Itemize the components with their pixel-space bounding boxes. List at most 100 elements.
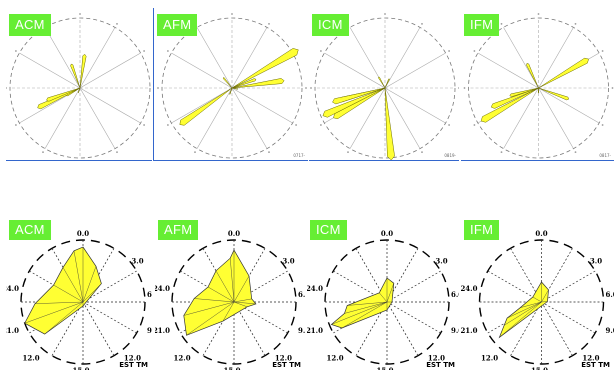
- rose-petal: [384, 78, 390, 89]
- rose-spoke: [231, 27, 268, 89]
- panel-label: IFM: [464, 14, 500, 36]
- hour-rose-ray: [222, 301, 235, 322]
- rose-spoke: [324, 52, 386, 89]
- hour-rose-ray: [194, 298, 235, 303]
- hour-rose-ray: [504, 301, 542, 326]
- hour-label: 12.0: [275, 353, 292, 362]
- panel-label: AFM: [158, 220, 199, 240]
- rose-petal: [229, 87, 233, 95]
- panel-label: ACM: [9, 220, 51, 240]
- rose-petal: [46, 87, 81, 102]
- rose-tick-mark: [574, 23, 577, 25]
- rose-spoke: [79, 87, 141, 124]
- rose-tick-mark: [537, 13, 540, 15]
- rose-plot: [6, 13, 151, 159]
- rose-petal: [378, 76, 386, 89]
- rose-tick-mark: [42, 151, 44, 154]
- rose-tick-mark: [601, 124, 604, 126]
- hour-rose-ray: [507, 301, 542, 319]
- rose-panel-icm-bottom: 0.0 3.0 6.0 9.0 12.0 15.0 12.0 21.0 24.0 EST TM I…: [307, 216, 459, 370]
- rose-petal: [179, 87, 233, 126]
- panel-label: ICM: [312, 14, 349, 36]
- rose-spoke: [79, 87, 116, 149]
- panel-label: ACM: [9, 14, 51, 36]
- panel-label: IFM: [464, 220, 500, 240]
- hour-label: 6.0: [451, 290, 459, 299]
- rose-spoke: [384, 27, 421, 89]
- rose-petal: [509, 87, 539, 97]
- hour-rose-ray: [344, 301, 388, 314]
- rose-petal: [222, 77, 233, 89]
- rose-panel-afm-top: 0717- AFM: [153, 8, 308, 161]
- hour-spoke: [541, 301, 573, 356]
- hour-rose-ray: [62, 267, 84, 303]
- rose-panel-acm-bottom: 0.0 3.0 6.0 9.0 12.0 15.0 12.0 21.0 24.0 EST TM A…: [6, 216, 152, 370]
- rose-spoke: [384, 87, 446, 124]
- rose-tick-mark: [116, 151, 118, 154]
- rose-plot: 0817-: [463, 13, 614, 159]
- hour-label: 0.0: [77, 229, 89, 238]
- rose-tick-mark: [268, 151, 270, 154]
- hour-rose-ray: [379, 292, 388, 303]
- hour-label: 3.0: [590, 257, 602, 266]
- hour-label: 15.0: [72, 366, 89, 370]
- rose-petal: [526, 62, 539, 89]
- hour-rose-area: [330, 277, 395, 329]
- hour-rose-ray: [233, 275, 250, 303]
- hour-label: 15.0: [223, 366, 240, 370]
- hour-label: 21.0: [155, 326, 170, 335]
- hour-label: 9.0: [451, 326, 459, 335]
- hour-rose-ray: [341, 301, 388, 329]
- hour-rose-ray: [541, 289, 549, 303]
- rose-tick-mark: [611, 87, 614, 89]
- rose-spoke: [231, 87, 293, 124]
- rose-petal: [231, 78, 285, 89]
- rose-spoke: [503, 27, 539, 89]
- hour-rose-ray: [44, 301, 84, 335]
- rose-petal: [490, 87, 539, 109]
- rose-spoke: [538, 87, 600, 124]
- rose-plot: 0.0 3.0 6.0 9.0 12.0 15.0 12.0 21.0 24.0 EST TM: [307, 229, 459, 370]
- rose-petal: [231, 48, 299, 89]
- rose-tick-mark: [15, 124, 17, 126]
- rose-tick-mark: [15, 50, 17, 52]
- rose-petal: [231, 78, 257, 89]
- rose-tick-mark: [157, 87, 159, 89]
- rose-spoke: [384, 87, 421, 149]
- rose-tick-mark: [500, 151, 503, 154]
- hour-spoke: [541, 301, 596, 334]
- hour-rose-ray: [233, 301, 248, 307]
- hour-rose-ray: [215, 270, 235, 303]
- hour-rose-ray: [233, 301, 256, 305]
- hour-spoke: [386, 301, 441, 334]
- est-time-label: EST TM: [272, 361, 301, 369]
- hour-label: 12.0: [174, 353, 191, 362]
- hour-rose-ray: [233, 298, 252, 303]
- rose-spoke: [19, 52, 81, 89]
- rose-tick-mark: [320, 124, 322, 126]
- hour-rose-ray: [541, 301, 548, 303]
- hour-label: 0.0: [381, 229, 393, 238]
- rose-ring: [314, 17, 456, 159]
- rose-petal: [538, 87, 570, 101]
- rose-tick-mark: [268, 23, 270, 25]
- hour-label: 15.0: [376, 366, 393, 370]
- hour-label: 21.0: [307, 326, 323, 335]
- hour-rose-ray: [53, 284, 84, 303]
- rose-petal: [384, 87, 395, 160]
- rose-tick-mark: [463, 87, 466, 89]
- hour-rose-ray: [532, 296, 542, 303]
- hour-label: 3.0: [282, 257, 294, 266]
- hour-rose-area: [183, 249, 257, 336]
- rose-tick-mark: [347, 151, 349, 154]
- hour-label: 9.0: [606, 326, 614, 335]
- rose-spoke: [79, 27, 116, 89]
- rose-spoke: [349, 87, 386, 149]
- panel-label: ICM: [310, 220, 347, 240]
- rose-tick-mark: [295, 124, 297, 126]
- rose-panel-ifm-top: 0817- IFM: [461, 8, 614, 161]
- rose-plot: 0819-: [310, 13, 459, 160]
- hour-label: 24.0: [307, 284, 323, 293]
- hour-label: 12.0: [124, 353, 141, 362]
- hour-label: 0.0: [535, 229, 547, 238]
